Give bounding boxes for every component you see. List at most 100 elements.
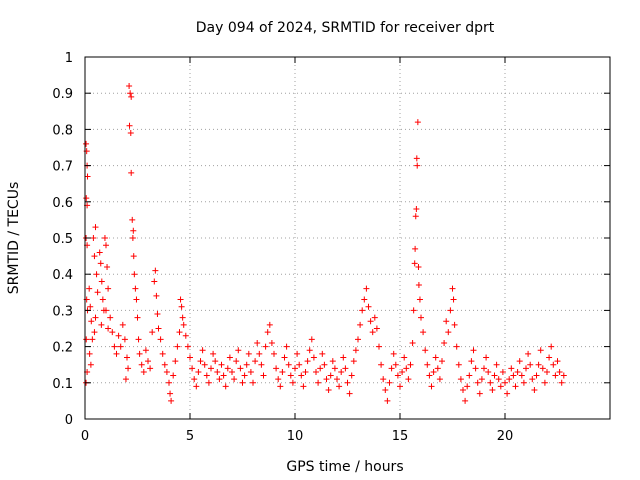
data-point bbox=[153, 292, 160, 299]
data-point bbox=[323, 376, 330, 383]
data-point bbox=[220, 372, 227, 379]
axes: 00.10.20.30.40.50.60.70.80.910 5 10 15 20 bbox=[52, 51, 610, 444]
data-point bbox=[390, 350, 397, 357]
data-point bbox=[203, 372, 210, 379]
data-point bbox=[250, 379, 256, 386]
y-tick-label: 0.3 bbox=[52, 304, 73, 319]
y-tick-label: 0.5 bbox=[52, 232, 73, 247]
data-point bbox=[413, 206, 420, 213]
y-tick-label: 1 bbox=[65, 51, 73, 66]
data-point bbox=[499, 368, 506, 375]
data-point bbox=[195, 368, 202, 375]
data-point bbox=[132, 285, 139, 292]
data-point bbox=[155, 325, 162, 332]
data-point bbox=[231, 376, 238, 383]
data-point bbox=[336, 383, 343, 390]
data-point bbox=[415, 263, 422, 270]
data-point bbox=[412, 245, 419, 252]
data-point bbox=[388, 365, 395, 372]
data-point bbox=[525, 350, 532, 357]
data-points bbox=[83, 82, 567, 404]
data-point bbox=[422, 347, 429, 354]
data-point bbox=[361, 296, 368, 303]
data-point bbox=[544, 368, 550, 375]
data-point bbox=[287, 372, 294, 379]
data-point bbox=[126, 82, 133, 89]
data-point bbox=[346, 390, 353, 397]
data-point bbox=[149, 329, 156, 336]
data-point bbox=[277, 383, 284, 390]
data-point bbox=[117, 343, 124, 350]
data-point bbox=[338, 368, 345, 375]
data-point bbox=[518, 372, 525, 379]
data-point bbox=[154, 311, 161, 318]
data-point bbox=[483, 354, 490, 361]
data-point bbox=[466, 372, 473, 379]
data-point bbox=[329, 358, 336, 365]
data-point bbox=[487, 379, 494, 386]
y-tick-label: 0 bbox=[65, 413, 73, 428]
data-point bbox=[178, 303, 185, 310]
data-point bbox=[350, 358, 357, 365]
data-point bbox=[546, 354, 553, 361]
data-point bbox=[489, 387, 496, 394]
data-point bbox=[296, 361, 303, 368]
data-point bbox=[424, 361, 431, 368]
data-point bbox=[403, 365, 410, 372]
data-point bbox=[119, 321, 126, 328]
data-point bbox=[159, 350, 166, 357]
data-point bbox=[86, 350, 93, 357]
data-point bbox=[86, 285, 93, 292]
data-point bbox=[130, 253, 137, 260]
data-point bbox=[128, 93, 135, 100]
data-point bbox=[233, 358, 240, 365]
data-point bbox=[310, 354, 317, 361]
data-point bbox=[453, 343, 460, 350]
data-point bbox=[239, 379, 246, 386]
data-point bbox=[91, 329, 98, 336]
data-point bbox=[481, 365, 487, 372]
data-point bbox=[170, 372, 177, 379]
data-point bbox=[161, 361, 168, 368]
data-point bbox=[359, 307, 366, 314]
data-point bbox=[184, 343, 191, 350]
data-point bbox=[474, 379, 481, 386]
data-point bbox=[428, 383, 435, 390]
grid bbox=[85, 57, 610, 419]
data-point bbox=[355, 336, 361, 343]
data-point bbox=[109, 329, 116, 336]
data-point bbox=[497, 383, 504, 390]
data-point bbox=[273, 365, 280, 372]
x-tick-label: 10 bbox=[287, 429, 304, 444]
data-point bbox=[308, 336, 315, 343]
data-point bbox=[313, 368, 319, 375]
x-tick-label: 0 bbox=[81, 429, 89, 444]
data-point bbox=[99, 296, 106, 303]
data-point bbox=[89, 336, 96, 343]
data-point bbox=[133, 296, 140, 303]
data-point bbox=[405, 376, 412, 383]
data-point bbox=[168, 397, 175, 404]
data-point bbox=[443, 318, 450, 325]
data-point bbox=[258, 361, 265, 368]
data-point bbox=[98, 278, 105, 285]
data-point bbox=[506, 376, 513, 383]
data-point bbox=[523, 365, 529, 372]
data-point bbox=[205, 379, 212, 386]
data-point bbox=[357, 321, 364, 328]
data-point bbox=[321, 361, 328, 368]
data-point bbox=[136, 350, 143, 357]
data-point bbox=[514, 368, 521, 375]
data-point bbox=[327, 372, 334, 379]
data-point bbox=[145, 358, 151, 365]
data-point bbox=[472, 365, 479, 372]
data-point bbox=[319, 350, 326, 357]
data-point bbox=[426, 372, 433, 379]
data-point bbox=[245, 350, 252, 357]
data-point bbox=[166, 379, 172, 386]
data-point bbox=[365, 303, 372, 310]
data-point bbox=[439, 358, 445, 365]
data-point bbox=[418, 314, 424, 321]
data-point bbox=[552, 372, 559, 379]
